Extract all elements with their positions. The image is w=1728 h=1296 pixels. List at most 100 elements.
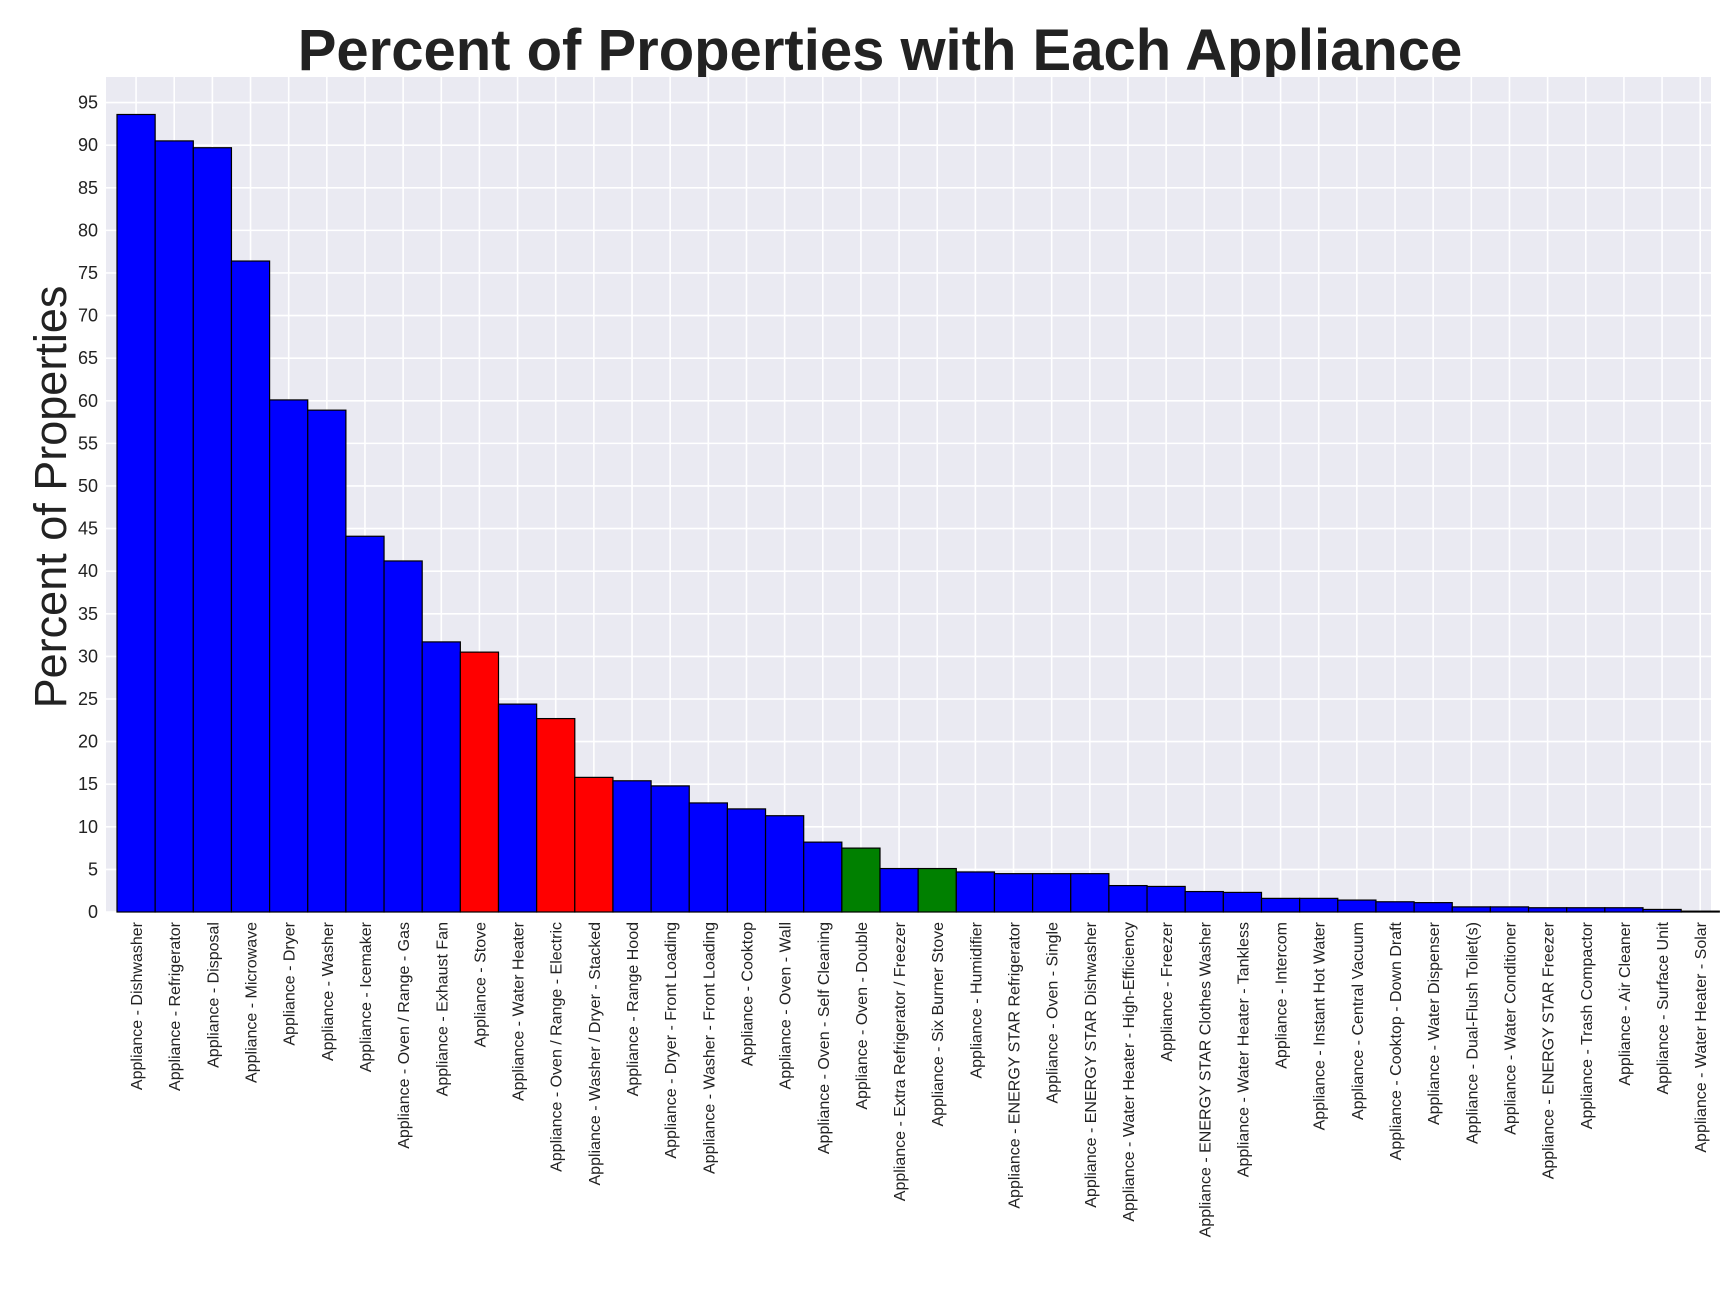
bar xyxy=(269,399,309,913)
x-tick-label: Appliance - Cooktop - Down Draft xyxy=(1388,921,1405,1160)
chart-title: Percent of Properties with Each Applianc… xyxy=(298,18,1463,83)
bar xyxy=(688,802,729,913)
bar xyxy=(1299,897,1339,913)
bar xyxy=(574,776,614,913)
x-tick-label: Appliance - Icemaker xyxy=(358,921,375,1072)
y-tick-label: 55 xyxy=(78,433,98,453)
bar xyxy=(536,717,576,913)
y-tick-label: 5 xyxy=(88,859,98,879)
x-tick-label: Appliance - Dishwasher xyxy=(129,921,146,1090)
y-axis-ticks: 0 5 10 15 20 25 30 35 40 45 50 55 60 65 70 75 80 85 90 95 xyxy=(78,93,98,922)
x-tick-label: Appliance - Refrigerator xyxy=(167,921,184,1091)
y-tick-label: 20 xyxy=(78,732,98,752)
bar xyxy=(345,535,385,913)
y-tick-label: 75 xyxy=(78,263,98,283)
x-tick-label: Appliance - Oven / Range - Gas xyxy=(396,922,413,1149)
x-tick-label: Appliance - Intercom xyxy=(1274,922,1291,1069)
x-tick-label: Appliance - ENERGY STAR Dishwasher xyxy=(1083,921,1100,1207)
y-axis-label: Percent of Properties xyxy=(25,286,76,709)
bar xyxy=(764,815,805,913)
y-tick-label: 80 xyxy=(78,220,98,240)
x-tick-label: Appliance - Six Burner Stove xyxy=(930,922,947,1127)
x-tick-label: Appliance - Trash Compactor xyxy=(1579,921,1596,1129)
x-tick-label: Appliance - Oven - Wall xyxy=(778,922,795,1089)
x-tick-label: Appliance - Washer - Front Loading xyxy=(701,922,718,1174)
x-tick-label: Appliance - Dual-Flush Toilet(s) xyxy=(1464,922,1481,1144)
y-tick-label: 35 xyxy=(78,604,98,624)
y-tick-label: 15 xyxy=(78,774,98,794)
bar xyxy=(1489,906,1530,913)
x-tick-label: Appliance - ENERGY STAR Refrigerator xyxy=(1007,921,1024,1208)
x-tick-label: Appliance - Washer / Dryer - Stacked xyxy=(587,922,604,1186)
x-tick-label: Appliance - Stove xyxy=(472,922,489,1048)
x-tick-label: Appliance - Air Cleaner xyxy=(1617,921,1634,1085)
y-tick-label: 90 xyxy=(78,135,98,155)
x-tick-label: Appliance - Water Heater xyxy=(511,921,528,1101)
x-tick-label: Appliance - Water Heater - Tankless xyxy=(1235,922,1252,1177)
x-tick-label: Appliance - Freezer xyxy=(1159,921,1176,1061)
bar xyxy=(1260,897,1301,913)
bar xyxy=(1527,907,1568,913)
x-tick-label: Appliance - Range Hood xyxy=(625,922,642,1096)
y-tick-label: 10 xyxy=(78,817,98,837)
y-tick-label: 50 xyxy=(78,476,98,496)
x-tick-label: Appliance - Extra Refrigerator / Freezer xyxy=(892,921,909,1201)
x-tick-label: Appliance - ENERGY STAR Clothes Washer xyxy=(1197,921,1214,1237)
bar xyxy=(1070,873,1110,913)
bar xyxy=(230,260,271,913)
x-tick-label: Appliance - Oven - Single xyxy=(1045,922,1062,1104)
bar xyxy=(1413,902,1453,913)
y-tick-label: 65 xyxy=(78,348,98,368)
bar xyxy=(1108,884,1148,913)
bar xyxy=(1222,891,1263,913)
y-tick-label: 0 xyxy=(88,902,98,922)
bar xyxy=(841,847,881,913)
y-tick-label: 25 xyxy=(78,689,98,709)
y-tick-label: 30 xyxy=(78,646,98,666)
bar xyxy=(1184,890,1224,913)
bar xyxy=(1680,910,1720,913)
bar xyxy=(1375,901,1415,913)
x-axis-ticks: Appliance - Dishwasher Appliance - Refrig… xyxy=(129,921,1710,1237)
x-tick-label: Appliance - Water Conditioner xyxy=(1502,921,1519,1135)
bar xyxy=(383,560,423,913)
bar xyxy=(803,841,843,913)
bar xyxy=(1146,885,1186,913)
bar xyxy=(993,873,1034,913)
bar xyxy=(955,871,996,913)
bar xyxy=(307,409,347,913)
x-tick-label: Appliance - Dryer - Front Loading xyxy=(663,922,680,1159)
bar xyxy=(612,780,652,913)
x-tick-label: Appliance - ENERGY STAR Freezer xyxy=(1541,921,1558,1179)
x-tick-label: Appliance - Cooktop xyxy=(739,922,756,1066)
x-tick-label: Appliance - Exhaust Fan xyxy=(434,922,451,1096)
x-tick-label: Appliance - Oven - Double xyxy=(854,922,871,1110)
x-tick-label: Appliance - Instant Hot Water xyxy=(1312,921,1329,1130)
x-tick-label: Appliance - Central Vacuum xyxy=(1350,922,1367,1120)
x-tick-label: Appliance - Oven / Range - Electric xyxy=(549,922,566,1172)
y-tick-label: 85 xyxy=(78,178,98,198)
x-tick-label: Appliance - Oven - Self Cleaning xyxy=(816,922,833,1154)
x-tick-label: Appliance - Microwave xyxy=(244,922,261,1083)
x-tick-label: Appliance - Humidifier xyxy=(968,921,985,1078)
y-tick-label: 45 xyxy=(78,519,98,539)
x-tick-label: Appliance - Disposal xyxy=(205,922,222,1068)
bar xyxy=(421,641,461,913)
bar xyxy=(650,785,690,913)
bar xyxy=(917,867,957,913)
bar xyxy=(192,147,233,913)
y-tick-label: 70 xyxy=(78,306,98,326)
x-tick-label: Appliance - Washer xyxy=(320,921,337,1061)
bar xyxy=(1604,907,1644,913)
bar xyxy=(116,113,156,913)
x-tick-label: Appliance - Surface Unit xyxy=(1655,921,1672,1094)
x-tick-label: Appliance - Dryer xyxy=(282,921,299,1045)
x-tick-label: Appliance - Water Dispenser xyxy=(1426,921,1443,1125)
bar xyxy=(1642,908,1682,913)
bar xyxy=(1337,899,1377,913)
y-tick-label: 40 xyxy=(78,561,98,581)
bars xyxy=(116,113,1720,913)
bar xyxy=(1566,907,1606,913)
